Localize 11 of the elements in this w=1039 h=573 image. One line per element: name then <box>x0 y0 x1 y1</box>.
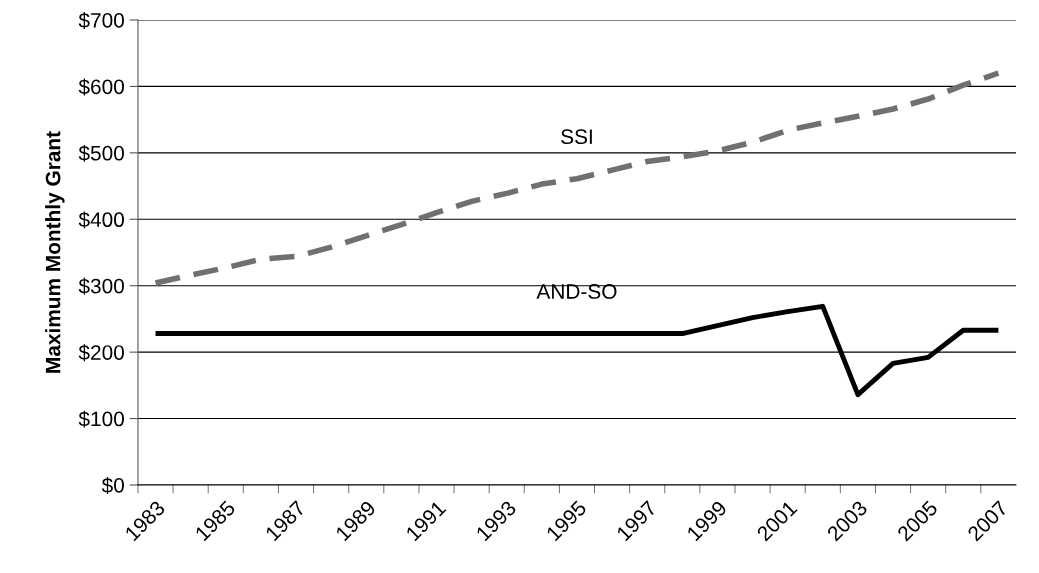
y-tick-label: $400 <box>78 211 124 229</box>
y-tick-label: $500 <box>78 144 124 162</box>
y-tick-label: $0 <box>101 477 124 494</box>
series-label: AND-SO <box>536 284 617 299</box>
series-label: SSI <box>561 129 592 145</box>
y-tick-label: $300 <box>78 277 124 295</box>
y-tick-label: $600 <box>78 78 124 96</box>
y-tick-label: $200 <box>78 344 124 362</box>
y-axis-title: Maximum Monthly Grant <box>45 131 65 373</box>
y-tick-label: $700 <box>78 12 124 29</box>
y-tick-label: $100 <box>78 410 124 428</box>
